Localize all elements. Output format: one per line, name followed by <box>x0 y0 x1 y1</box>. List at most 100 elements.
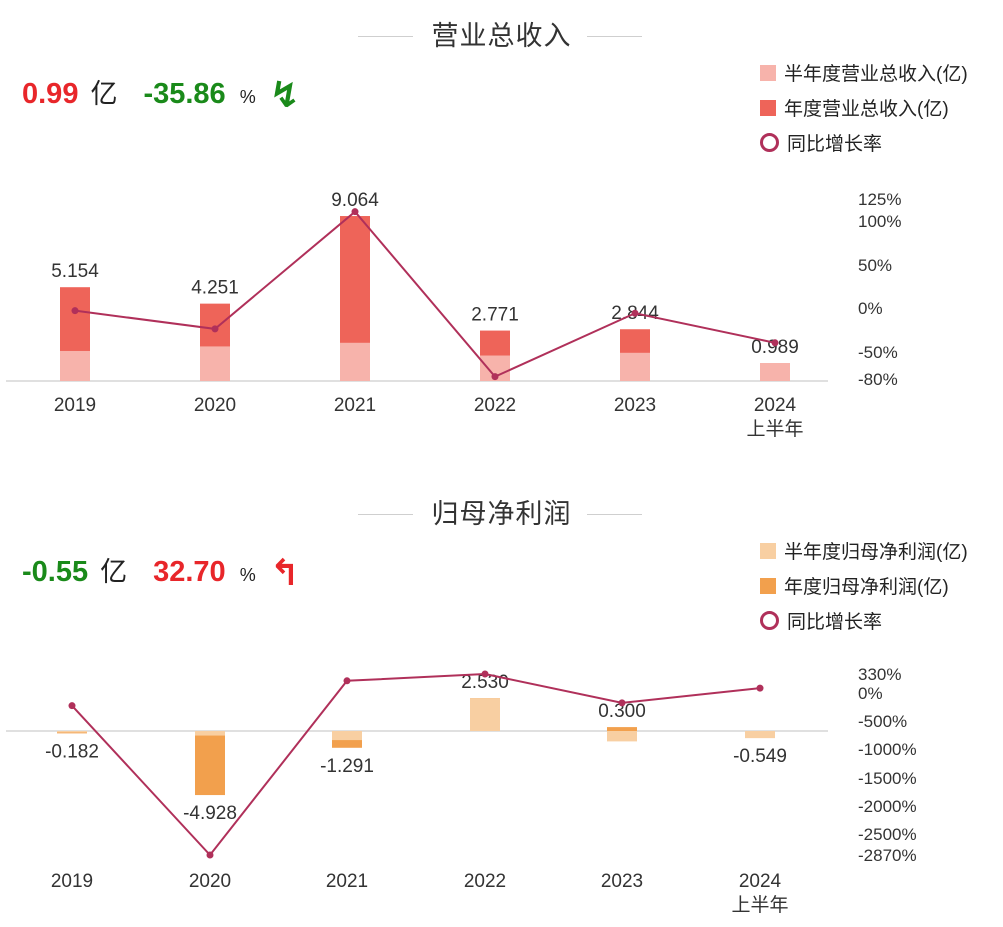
growth-rate-point <box>481 670 489 678</box>
revenue-title: 营业总收入 <box>431 21 572 51</box>
y-tick-label: 0% <box>858 684 883 703</box>
title-divider-right <box>587 514 642 515</box>
growth-rate-point <box>756 684 764 692</box>
y-tick-label: 50% <box>858 256 892 275</box>
legend-swatch <box>760 64 776 81</box>
legend-swatch <box>760 99 776 116</box>
half-year-bar <box>200 346 230 381</box>
growth-rate-line <box>71 672 761 857</box>
profit-panel: 归母净利润 -0.55 亿 32.70% ↰ 半年度归母净利润(亿) 年度归母净利润(… <box>0 478 1003 927</box>
legend-swatch <box>760 577 776 594</box>
x-tick-label: 2022 <box>464 871 506 892</box>
half-year-bar <box>195 731 225 736</box>
half-year-bar <box>60 350 90 381</box>
legend-item-annual-profit[interactable]: 年度归母净利润(亿) <box>760 568 968 603</box>
x-tick-label: 2021 <box>326 871 368 892</box>
arrow-down-icon: ↯ <box>269 74 300 115</box>
title-divider-right <box>587 36 642 37</box>
y-tick-label: -500% <box>858 712 907 731</box>
x-tick-label: 2021 <box>334 395 376 416</box>
revenue-title-row: 营业总收入 <box>0 14 1003 53</box>
half-year-bar <box>620 352 650 381</box>
half-year-bar <box>470 698 500 731</box>
half-year-bar <box>745 731 775 739</box>
profit-title-row: 归母净利润 <box>0 492 1003 531</box>
x-tick-label: 2022 <box>474 395 516 416</box>
y-tick-label: 125% <box>858 190 901 209</box>
profit-legend: 半年度归母净利润(亿) 年度归母净利润(亿) 同比增长率 <box>760 533 968 638</box>
x-tick-label: 2023 <box>601 871 643 892</box>
x-tick-sublabel: 上半年 <box>731 894 788 916</box>
legend-item-revenue-growth[interactable]: 同比增长率 <box>760 125 968 160</box>
growth-rate-point <box>68 702 76 710</box>
revenue-chart: 5.15420194.25120209.06420212.77120222.84… <box>6 190 901 440</box>
x-tick-label: 2020 <box>194 395 236 416</box>
legend-ring-icon <box>760 133 779 152</box>
bar-value-label: -0.549 <box>733 746 787 767</box>
y-tick-label: -50% <box>858 343 898 362</box>
growth-rate-point <box>771 339 779 347</box>
bar-value-label: 4.251 <box>191 278 239 299</box>
profit-kpi: -0.55 亿 32.70% ↰ <box>22 548 300 593</box>
x-tick-label: 2019 <box>54 395 96 416</box>
revenue-kpi: 0.99 亿 -35.86% ↯ <box>22 70 300 115</box>
growth-rate-point <box>491 373 499 381</box>
y-tick-label: -2000% <box>858 797 917 816</box>
y-tick-label: 330% <box>858 665 901 684</box>
revenue-kpi-growth: -35.86 <box>143 78 226 110</box>
x-tick-sublabel: 上半年 <box>746 418 803 440</box>
half-year-bar <box>760 363 790 381</box>
growth-rate-point <box>618 699 626 707</box>
y-tick-label: -80% <box>858 370 898 389</box>
legend-label: 半年度归母净利润(亿) <box>784 542 968 563</box>
title-divider-left <box>358 36 413 37</box>
x-tick-label: 2024 <box>739 871 782 892</box>
revenue-kpi-unit: 亿 <box>90 79 118 109</box>
profit-kpi-unit: 亿 <box>100 557 128 587</box>
legend-ring-icon <box>760 611 779 630</box>
title-divider-left <box>358 514 413 515</box>
y-tick-label: -2870% <box>858 846 917 865</box>
legend-label: 年度营业总收入(亿) <box>784 99 949 120</box>
half-year-bar <box>607 731 637 742</box>
y-tick-label: -2500% <box>858 825 917 844</box>
legend-swatch <box>760 542 776 559</box>
profit-chart: -0.1822019-4.9282020-1.29120212.53020220… <box>6 665 917 916</box>
profit-kpi-value: -0.55 <box>22 556 89 588</box>
growth-rate-point <box>351 208 359 216</box>
revenue-kpi-value: 0.99 <box>22 78 79 110</box>
arrow-up-icon: ↰ <box>269 552 300 593</box>
bar-value-label: -1.291 <box>320 756 374 777</box>
profit-kpi-growth: 32.70 <box>153 556 226 588</box>
revenue-legend: 半年度营业总收入(亿) 年度营业总收入(亿) 同比增长率 <box>760 55 968 160</box>
revenue-panel: 营业总收入 0.99 亿 -35.86% ↯ 半年度营业总收入(亿) 年度营业总收入(… <box>0 0 1003 460</box>
annual-bar <box>195 731 225 796</box>
half-year-bar <box>340 342 370 381</box>
bar-value-label: 2.771 <box>471 305 519 326</box>
y-tick-label: -1500% <box>858 769 917 788</box>
bar-value-label: -4.928 <box>183 803 237 824</box>
bar-value-label: 9.064 <box>331 190 379 211</box>
bar-value-label: 0.300 <box>598 701 646 722</box>
growth-rate-point <box>211 325 219 333</box>
legend-label: 同比增长率 <box>787 134 883 155</box>
legend-label: 年度归母净利润(亿) <box>784 577 949 598</box>
legend-item-profit-growth[interactable]: 同比增长率 <box>760 603 968 638</box>
half-year-bar <box>57 731 87 733</box>
legend-item-annual-revenue[interactable]: 年度营业总收入(亿) <box>760 90 968 125</box>
profit-title: 归母净利润 <box>431 499 572 529</box>
profit-kpi-percent-sign: % <box>239 565 256 585</box>
y-tick-label: 100% <box>858 212 901 231</box>
legend-item-half-revenue[interactable]: 半年度营业总收入(亿) <box>760 55 968 90</box>
y-tick-label: -1000% <box>858 740 917 759</box>
bar-value-label: -0.182 <box>45 741 99 762</box>
growth-rate-point <box>343 677 351 685</box>
x-tick-label: 2020 <box>189 871 231 892</box>
legend-label: 同比增长率 <box>787 612 883 633</box>
legend-item-half-profit[interactable]: 半年度归母净利润(亿) <box>760 533 968 568</box>
revenue-kpi-percent-sign: % <box>239 87 256 107</box>
bar-value-label: 5.154 <box>51 261 99 282</box>
y-tick-label: 0% <box>858 299 883 318</box>
half-year-bar <box>332 731 362 741</box>
x-tick-label: 2024 <box>754 395 797 416</box>
